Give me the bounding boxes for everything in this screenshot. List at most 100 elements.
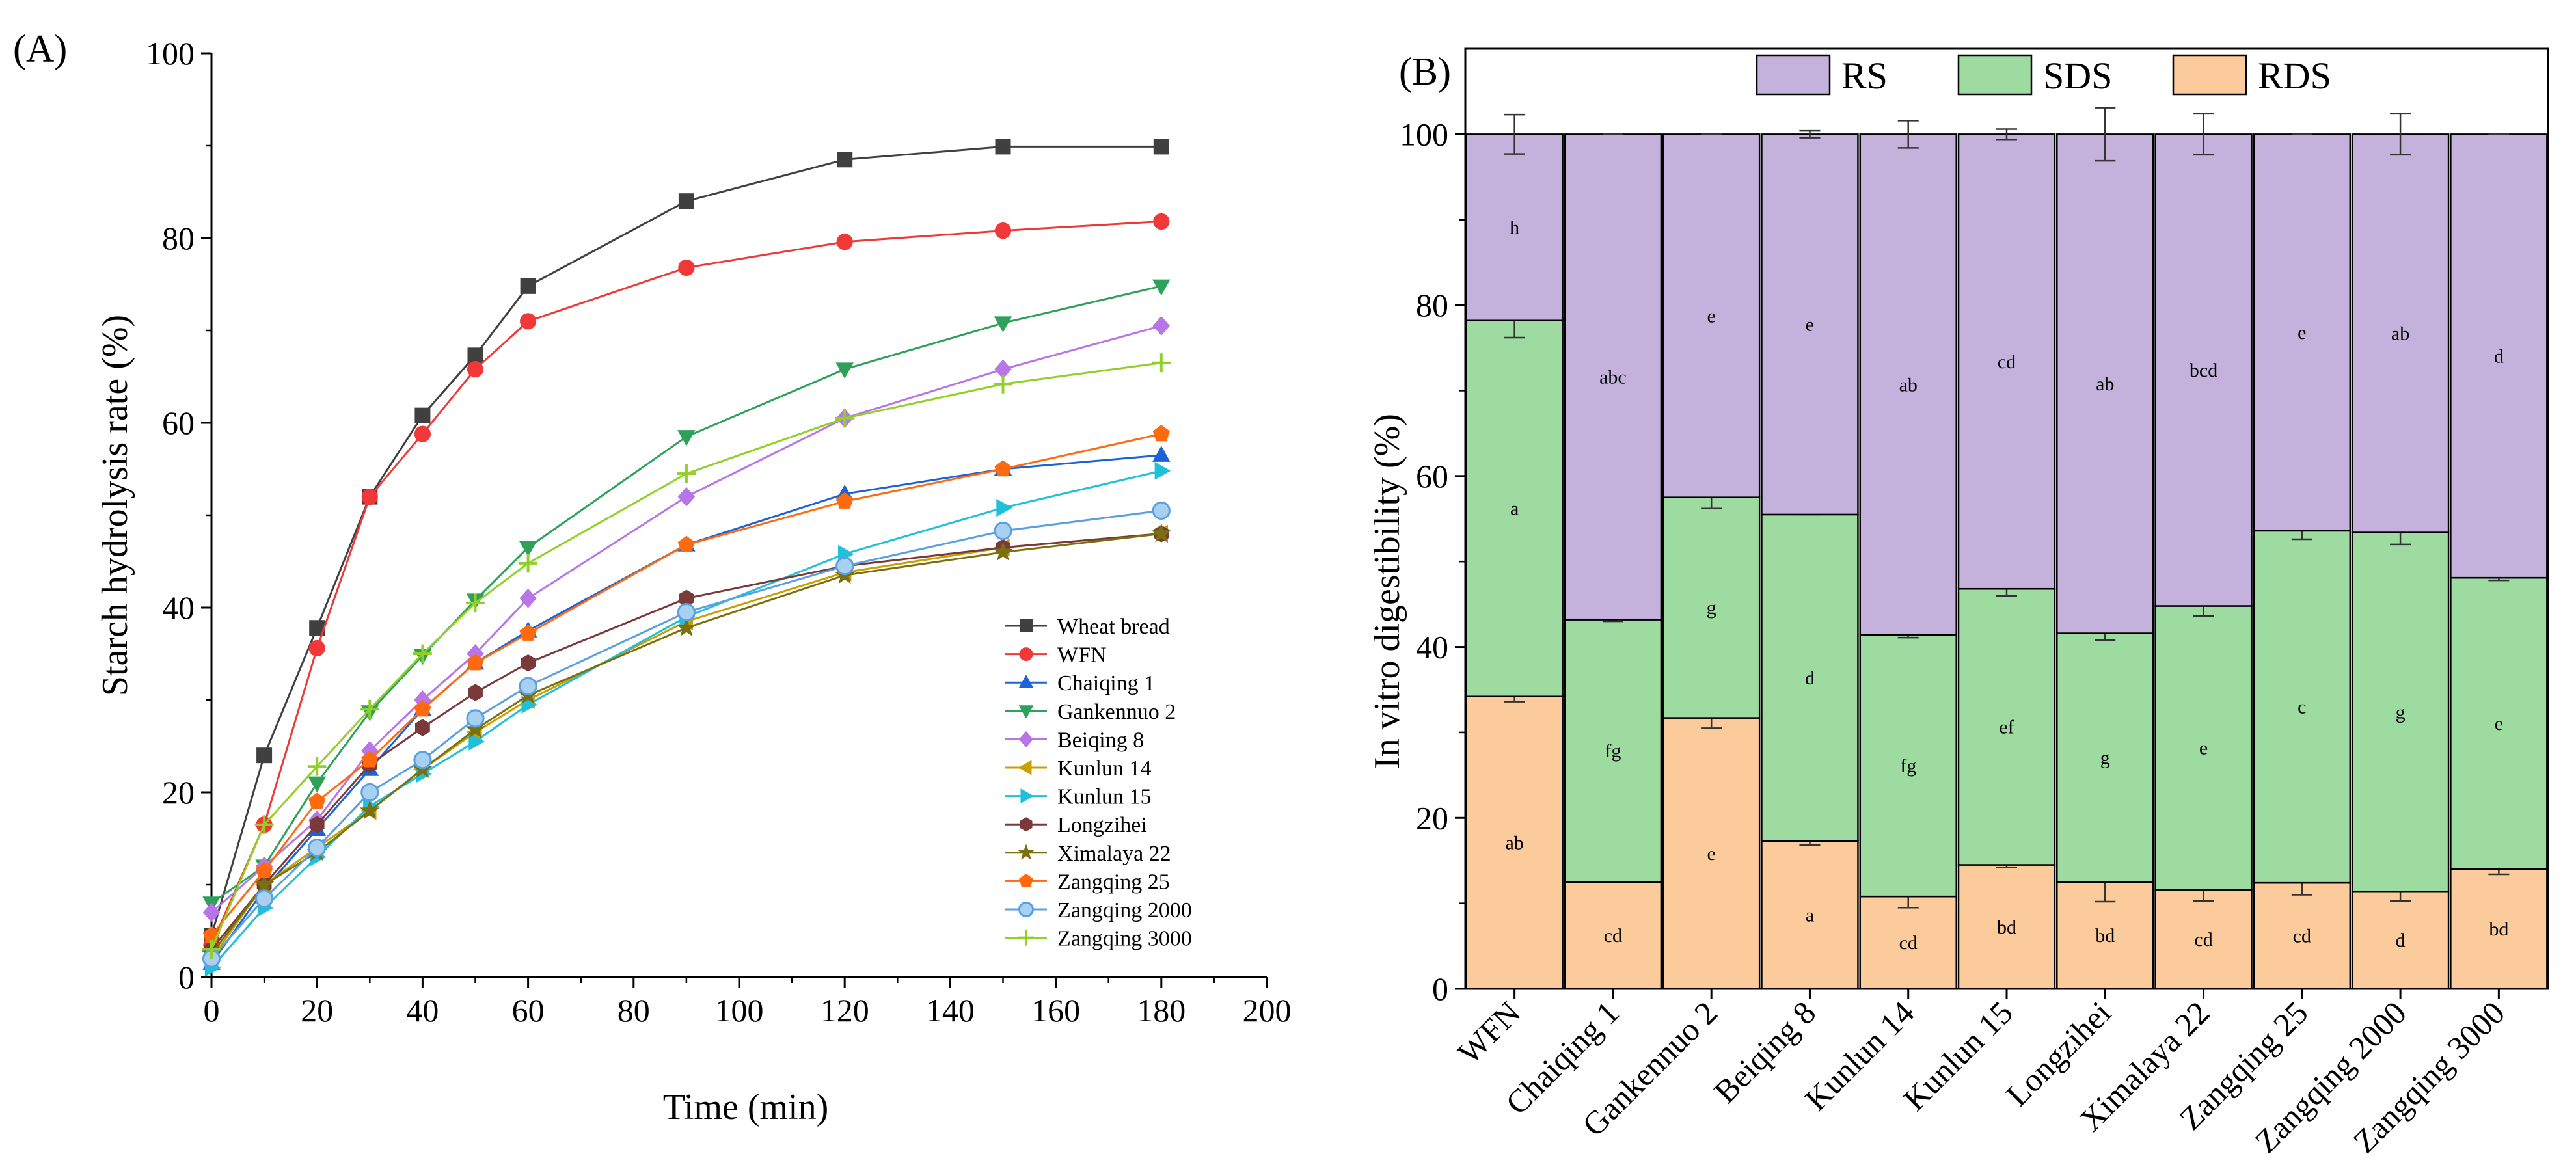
bar-rs-wfn (1465, 133, 1564, 321)
legend-marker (1019, 647, 1033, 662)
bar-rs-gankennuo-2 (1662, 133, 1761, 498)
significance-letter-sds: d (1805, 667, 1815, 689)
data-point-gankennuo-2 (994, 316, 1012, 332)
legend-item-rds: RDS (2172, 54, 2331, 97)
panel-a-x-tick-label: 20 (301, 992, 333, 1028)
panel-b-y-tick-label: 40 (1416, 629, 1448, 665)
legend-label: Zangqing 25 (1057, 870, 1170, 894)
panel-a-x-tick-label: 180 (1137, 992, 1186, 1028)
data-point-zangqing-3000 (413, 644, 432, 664)
significance-letter-rs: ab (1899, 374, 1918, 396)
bar-rds-zangqing-25 (2253, 881, 2352, 990)
legend-marker (1018, 760, 1032, 775)
legend-item-wfn: WFN (1005, 643, 1107, 667)
panel-b-x-tick-label: WFN (1450, 994, 1527, 1071)
data-point-wfn (836, 234, 853, 250)
bar-rs-kunlun-15 (1957, 133, 2056, 590)
significance-letter-rs: e (1707, 306, 1716, 327)
significance-letter-rds: bd (1997, 917, 2016, 938)
legend-marker (1020, 788, 1034, 804)
data-point-kunlun-15 (996, 498, 1012, 517)
bar-rs-ximalaya-22 (2154, 133, 2253, 607)
panel-a-x-tick-label: 160 (1031, 992, 1080, 1028)
series-wfn (203, 213, 1170, 953)
bar-rds-chaiqing-1 (1564, 881, 1662, 990)
significance-letter-sds: g (2396, 701, 2406, 723)
legend-marker (1020, 619, 1033, 632)
legend-label: Zangqing 2000 (1057, 898, 1192, 922)
data-point-wheat-bread (837, 152, 853, 168)
legend-label: RDS (2258, 55, 2331, 97)
panel-a-x-tick-label: 40 (406, 992, 439, 1028)
data-point-beiqing-8 (1152, 316, 1170, 336)
bar-rs-zangqing-25 (2253, 133, 2352, 532)
significance-letter-rds: cd (2194, 929, 2212, 950)
significance-letter-rds: ab (1505, 832, 1523, 853)
bar-rs-longzihei (2056, 133, 2154, 634)
data-point-chaiqing-1 (1152, 446, 1171, 462)
series-zangqing-3000 (202, 353, 1171, 959)
legend-item-kunlun-14: Kunlun 14 (1005, 757, 1152, 781)
bar-sds-zangqing-2000 (2351, 531, 2450, 893)
legend-item-wheat-bread: Wheat bread (1005, 615, 1170, 639)
panel-a-x-tick-label: 200 (1243, 992, 1292, 1028)
panel-a-y-tick-label: 0 (178, 959, 195, 995)
series-line-wfn (210, 220, 1161, 945)
data-point-zangqing-3000 (466, 593, 485, 613)
data-point-zangqing-3000 (677, 464, 696, 483)
data-point-wfn (1153, 213, 1170, 230)
data-point-zangqing-3000 (994, 374, 1012, 394)
legend-label: Wheat bread (1057, 615, 1170, 639)
significance-letter-rs: bcd (2190, 360, 2217, 381)
legend-item-zangqing-3000: Zangqing 3000 (1005, 927, 1192, 951)
panel-a-series (201, 139, 1172, 977)
significance-letter-rds: cd (1899, 932, 1918, 954)
data-point-wfn (467, 361, 484, 378)
bar-rs-zangqing-3000 (2450, 133, 2548, 579)
legend-marker (1018, 675, 1034, 688)
legend-label: Chaiqing 1 (1057, 671, 1155, 695)
significance-letter-sds: ef (1999, 716, 2014, 738)
bar-sds-gankennuo-2 (1662, 496, 1761, 719)
panel-a-xlabel: Time (min) (663, 1087, 829, 1127)
data-point-wheat-bread (256, 747, 273, 764)
panel-b-label: (B) (1399, 50, 1451, 93)
data-point-wheat-bread (995, 139, 1011, 155)
series-beiqing-8 (202, 316, 1170, 922)
significance-letter-sds: c (2298, 697, 2306, 718)
panel-a-x-tick-label: 60 (512, 992, 545, 1028)
significance-letter-sds: fg (1605, 740, 1621, 762)
significance-letter-rs: d (2494, 345, 2504, 367)
panel-a-y-tick-label: 60 (162, 405, 195, 441)
significance-letter-rs: abc (1599, 366, 1627, 388)
series-line-chaiqing-1 (210, 454, 1161, 964)
panel-a-legend: Wheat bread WFN Chaiqing 1 Gankennuo 2 Beiqi… (1005, 615, 1192, 951)
legend-item-sds: SDS (1957, 54, 2112, 97)
panel-a-y-tick-label: 100 (146, 35, 195, 72)
data-point-kunlun-15 (468, 732, 485, 751)
data-point-ximalaya-22 (1151, 523, 1172, 543)
bar-rds-zangqing-2000 (2351, 890, 2450, 990)
data-point-zangqing-2000 (1152, 501, 1171, 520)
significance-letter-rds: bd (2489, 919, 2508, 940)
data-point-zangqing-25 (414, 700, 431, 717)
data-point-beiqing-8 (202, 902, 221, 922)
data-point-zangqing-25 (519, 625, 537, 641)
panel-b-ylabel: In vitro digestibility (%) (1367, 414, 1407, 769)
data-point-zangqing-2000 (360, 783, 379, 802)
panel-a-y-tick-label: 40 (162, 589, 195, 626)
bar-rs-beiqing-8 (1761, 133, 1859, 516)
significance-letter-sds: a (1510, 498, 1519, 520)
data-point-gankennuo-2 (677, 430, 696, 446)
data-point-longzihei (679, 589, 694, 607)
legend-label: Kunlun 14 (1057, 757, 1152, 781)
data-point-zangqing-2000 (994, 522, 1012, 541)
legend-label: Zangqing 3000 (1057, 927, 1192, 951)
legend-marker (1019, 731, 1033, 747)
data-point-ximalaya-22 (359, 800, 380, 820)
data-point-zangqing-3000 (835, 409, 854, 428)
panel-a-x-tick-label: 140 (926, 992, 975, 1028)
